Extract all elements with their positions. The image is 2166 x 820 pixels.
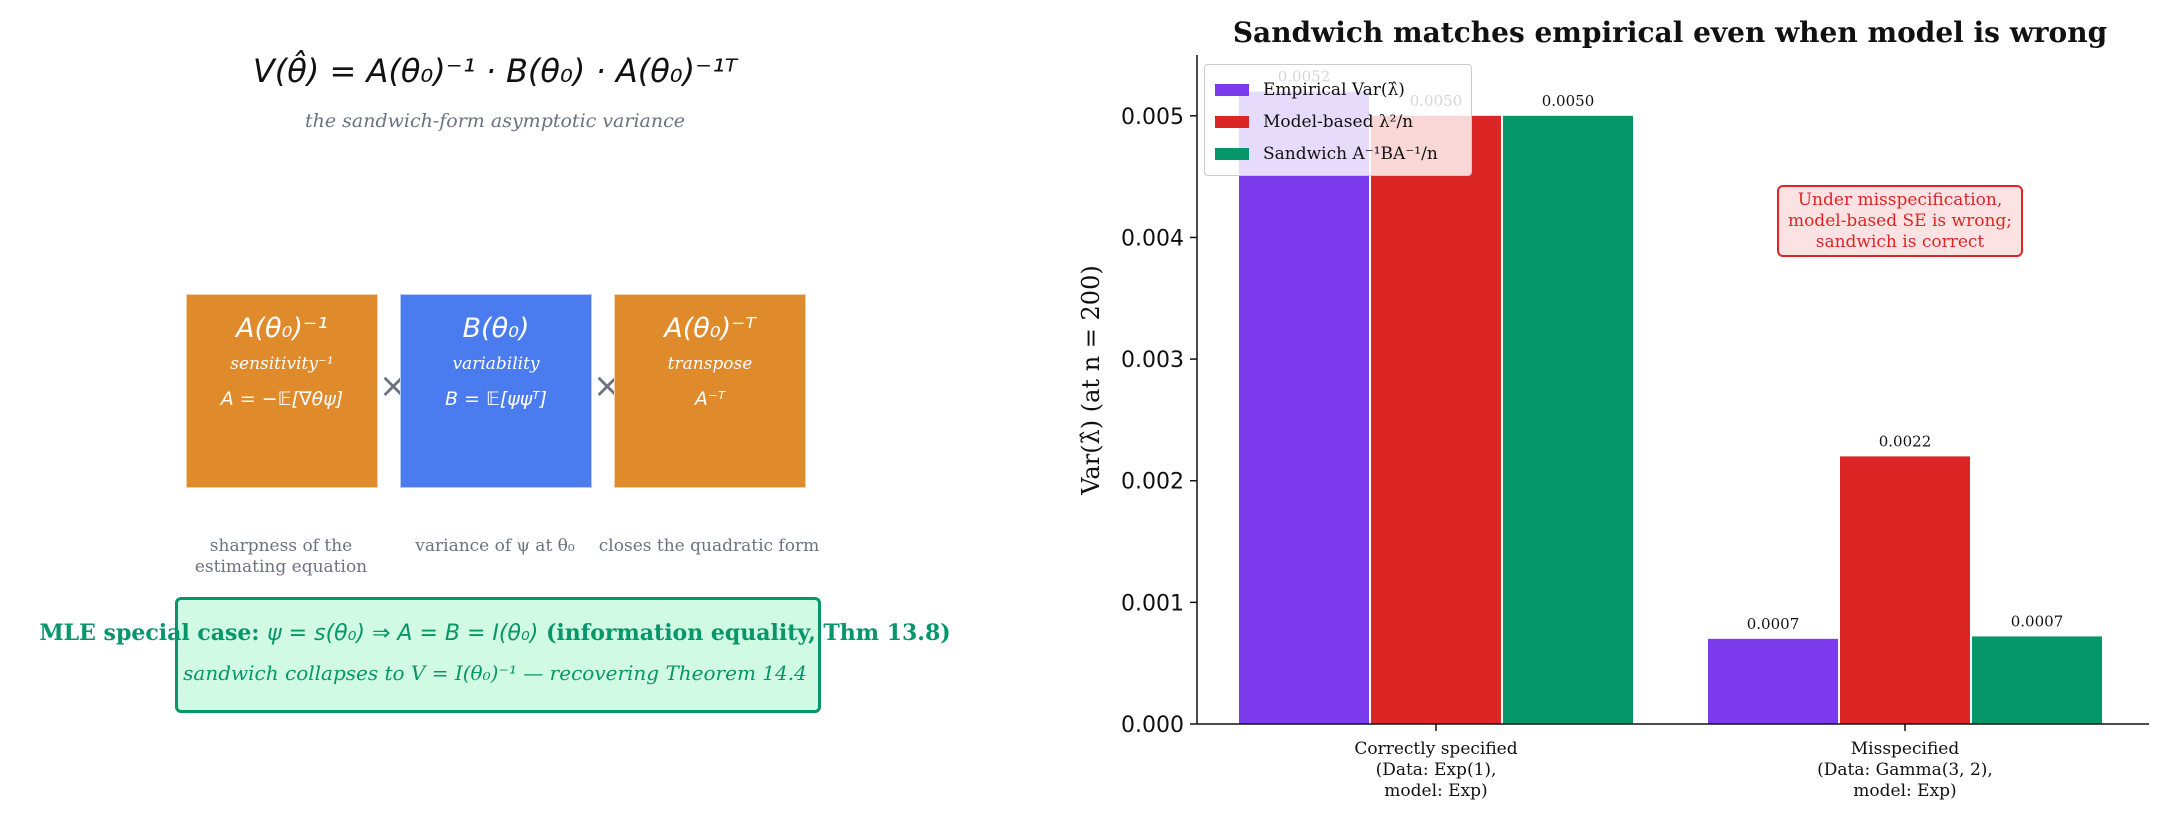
card-subtitle: sensitivity⁻¹ xyxy=(230,354,334,374)
y-tick-label: 0.001 xyxy=(1121,591,1184,616)
y-tick-label: 0.003 xyxy=(1121,348,1184,373)
x-tick-label: model: Exp) xyxy=(1384,781,1487,801)
legend-swatch-empirical xyxy=(1215,84,1249,96)
mle-title-prefix: MLE special case: xyxy=(39,620,268,646)
x-axis: Correctly specified(Data: Exp(1),model: … xyxy=(1197,723,2149,801)
legend: Empirical Var(λ̂) Model-based λ²/n Sandw… xyxy=(1204,64,1472,176)
y-tick-label: 0.004 xyxy=(1121,226,1184,251)
card-a-transpose: A(θ₀)⁻ᵀ transpose A⁻ᵀ xyxy=(614,294,806,488)
mle-title: MLE special case: ψ = s(θ₀) ⇒ A = B = I(… xyxy=(0,620,990,646)
card-b: B(θ₀) variability B = 𝔼[ψψᵀ] xyxy=(400,294,592,488)
bar xyxy=(1840,456,1970,724)
card-caption-a-transpose: closes the quadratic form xyxy=(598,536,820,556)
data-label: 0.0007 xyxy=(2011,612,2064,630)
card-a-inverse: A(θ₀)⁻¹ sensitivity⁻¹ A = −𝔼[∇θψ] xyxy=(186,294,378,488)
annotation-line-2: model-based SE is wrong; xyxy=(1787,210,2013,231)
y-tick-label: 0.000 xyxy=(1121,713,1184,738)
legend-item-model-based: Model-based λ²/n xyxy=(1215,110,1413,134)
bars-group xyxy=(1239,91,2102,725)
legend-item-empirical: Empirical Var(λ̂) xyxy=(1215,78,1405,102)
card-formula: A = −𝔼[∇θψ] xyxy=(220,388,344,410)
mle-special-case-box xyxy=(175,597,821,713)
data-label: 0.0050 xyxy=(1542,92,1595,110)
y-tick-label: 0.005 xyxy=(1121,105,1184,130)
mle-subtitle: sandwich collapses to V = I(θ₀)⁻¹ — reco… xyxy=(183,661,807,685)
x-tick-label: Correctly specified xyxy=(1354,739,1517,759)
card-title: A(θ₀)⁻ᵀ xyxy=(664,313,756,344)
annotation-line-1: Under misspecification, xyxy=(1797,189,2003,210)
legend-item-sandwich: Sandwich A⁻¹BA⁻¹/n xyxy=(1215,142,1438,166)
bar xyxy=(1503,115,1633,725)
card-formula: A⁻ᵀ xyxy=(694,388,726,410)
annotation-line-3: sandwich is correct xyxy=(1815,231,1985,252)
legend-swatch-sandwich xyxy=(1215,148,1249,160)
x-tick-label: (Data: Exp(1), xyxy=(1376,760,1497,780)
legend-label-sandwich: Sandwich A⁻¹BA⁻¹/n xyxy=(1263,144,1438,164)
x-tick-label: model: Exp) xyxy=(1853,781,1956,801)
card-formula: B = 𝔼[ψψᵀ] xyxy=(444,388,548,410)
data-label: 0.0022 xyxy=(1879,432,1932,450)
misspecification-annotation: Under misspecification, model-based SE i… xyxy=(1777,185,2023,257)
x-tick-label: Misspecified xyxy=(1851,739,1960,759)
formula-caption: the sandwich-form asymptotic variance xyxy=(304,110,685,132)
chart-title: Sandwich matches empirical even when mod… xyxy=(1232,16,2108,49)
bar xyxy=(1371,115,1501,725)
y-axis: 0.000 0.001 0.002 0.003 0.004 0.005 xyxy=(1121,55,1198,738)
x-tick-label: (Data: Gamma(3, 2), xyxy=(1817,760,1993,780)
bar xyxy=(1708,638,1838,724)
card-title: A(θ₀)⁻¹ xyxy=(236,313,328,344)
card-caption-a: sharpness of the estimating equation xyxy=(194,536,368,577)
data-label: 0.0007 xyxy=(1747,615,1800,633)
card-subtitle: variability xyxy=(452,354,540,374)
sandwich-formula: V(θ̂) = A(θ₀)⁻¹ · B(θ₀) · A(θ₀)⁻¹ᵀ xyxy=(252,52,738,90)
legend-swatch-model-based xyxy=(1215,116,1249,128)
legend-label-empirical: Empirical Var(λ̂) xyxy=(1263,80,1405,100)
bar xyxy=(1972,636,2102,724)
card-subtitle: transpose xyxy=(667,354,753,374)
mle-title-suffix: (information equality, Thm 13.8) xyxy=(538,620,951,646)
card-title: B(θ₀) xyxy=(462,313,530,344)
card-caption-b: variance of ψ at θ₀ xyxy=(415,536,575,556)
y-tick-label: 0.002 xyxy=(1121,470,1184,495)
mle-title-math: ψ = s(θ₀) ⇒ A = B = I(θ₀) xyxy=(267,621,539,646)
bar xyxy=(1239,91,1369,724)
legend-label-model-based: Model-based λ²/n xyxy=(1263,112,1414,132)
